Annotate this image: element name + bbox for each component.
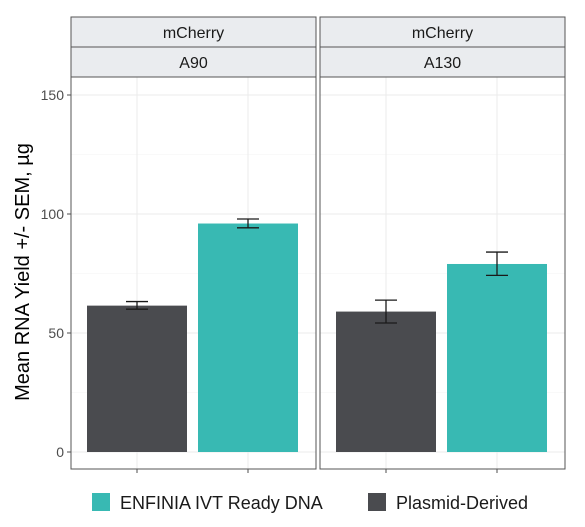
facet-strip-bottom <box>319 46 566 78</box>
legend-swatch <box>368 493 386 511</box>
y-tick-label: 100 <box>41 206 65 222</box>
legend-item-plasmid-derived: Plasmid-Derived <box>368 493 528 513</box>
y-tick-label: 150 <box>41 87 65 103</box>
panels-layer: mCherry A90 mCherry A130 <box>70 16 566 473</box>
panel-border <box>70 76 317 470</box>
legend: ENFINIA IVT Ready DNA Plasmid-Derived <box>92 493 528 513</box>
bar-enfinia-ivt-ready-dna <box>198 223 298 452</box>
legend-label: ENFINIA IVT Ready DNA <box>120 493 323 513</box>
y-tick-label: 50 <box>48 325 64 341</box>
legend-swatch <box>92 493 110 511</box>
y-tick-label: 0 <box>56 444 64 460</box>
y-axis-title: Mean RNA Yield +/- SEM, µg <box>12 143 34 401</box>
bar-plasmid-derived <box>336 311 436 452</box>
bar-plasmid-derived <box>87 305 187 452</box>
facet-strip-top-label: mCherry <box>412 25 473 42</box>
panel-border <box>319 76 566 470</box>
facet-strip-top <box>70 16 317 48</box>
y-axis: 0 50 100 150 <box>41 87 71 460</box>
facet-strip-bottom-label: A90 <box>179 55 208 72</box>
facet-strip-top-label: mCherry <box>163 25 224 42</box>
facet-panel-a130: mCherry A130 <box>319 16 566 473</box>
facet-strip-bottom-label: A130 <box>424 55 461 72</box>
facet-strip-bottom <box>70 46 317 78</box>
legend-label: Plasmid-Derived <box>396 493 528 513</box>
legend-item-enfinia-ivt-ready-dna: ENFINIA IVT Ready DNA <box>92 493 323 513</box>
facet-panel-a90: mCherry A90 <box>70 16 317 473</box>
facet-strip-top <box>319 16 566 48</box>
bar-enfinia-ivt-ready-dna <box>447 263 547 452</box>
